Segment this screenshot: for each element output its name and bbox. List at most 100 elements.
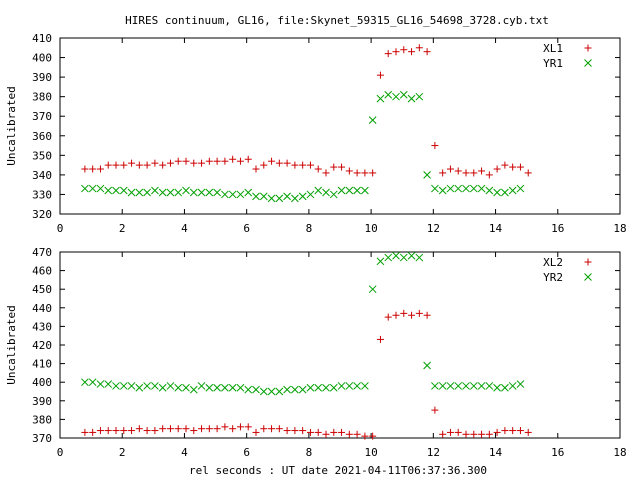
data-point-yr1 bbox=[322, 188, 330, 197]
data-point-xl1 bbox=[306, 161, 314, 169]
bottom-plot-frame bbox=[59, 251, 621, 439]
data-point-xl1 bbox=[166, 159, 174, 167]
data-point-yr1 bbox=[337, 186, 346, 195]
data-point-yr2 bbox=[119, 382, 128, 390]
data-point-yr2 bbox=[415, 253, 424, 262]
x-tick-label: 18 bbox=[613, 446, 626, 459]
x-axis-label: rel seconds : UT date 2021-04-11T06:37:3… bbox=[189, 464, 487, 477]
data-point-yr2 bbox=[446, 382, 455, 390]
legend-marker-xl2 bbox=[584, 258, 592, 266]
data-point-yr1 bbox=[244, 188, 253, 197]
data-point-xl1 bbox=[229, 155, 237, 163]
data-point-xl1 bbox=[198, 159, 206, 167]
data-point-yr2 bbox=[221, 383, 229, 392]
data-point-yr1 bbox=[477, 184, 486, 193]
data-point-xl1 bbox=[400, 46, 408, 54]
y-tick-label: 380 bbox=[32, 91, 52, 104]
y-tick-label: 370 bbox=[32, 432, 52, 445]
data-point-xl1 bbox=[423, 48, 431, 56]
data-point-yr2 bbox=[314, 383, 323, 392]
data-point-yr2 bbox=[322, 383, 330, 392]
data-point-xl1 bbox=[120, 161, 128, 169]
data-point-yr2 bbox=[88, 378, 97, 387]
data-point-yr2 bbox=[205, 383, 214, 392]
data-point-xl1 bbox=[322, 169, 330, 177]
data-point-xl1 bbox=[174, 157, 182, 165]
data-point-xl2 bbox=[345, 430, 353, 438]
data-point-yr1 bbox=[446, 184, 455, 193]
data-point-xl1 bbox=[299, 161, 307, 169]
data-point-yr2 bbox=[104, 380, 113, 388]
data-point-yr1 bbox=[143, 188, 151, 197]
data-point-xl2 bbox=[400, 309, 408, 317]
data-point-yr1 bbox=[516, 184, 525, 193]
data-point-yr1 bbox=[384, 90, 393, 99]
top-panel: Uncalibrated XL1 YR1 320 330 340 350 360 370 3… bbox=[5, 32, 627, 235]
data-point-yr2 bbox=[236, 383, 245, 392]
data-point-yr1 bbox=[508, 186, 517, 195]
data-point-yr2 bbox=[493, 383, 501, 392]
data-point-yr2 bbox=[501, 383, 509, 392]
data-point-xl1 bbox=[376, 71, 384, 79]
data-point-xl2 bbox=[493, 428, 501, 436]
data-point-xl1 bbox=[205, 157, 213, 165]
data-point-xl2 bbox=[96, 427, 104, 435]
data-point-xl2 bbox=[470, 430, 478, 438]
x-tick-label: 0 bbox=[57, 446, 64, 459]
data-point-yr1 bbox=[81, 184, 89, 193]
data-point-xl2 bbox=[291, 427, 299, 435]
data-point-xl2 bbox=[182, 425, 190, 433]
data-point-yr1 bbox=[228, 190, 237, 199]
y-tick-label: 430 bbox=[32, 320, 52, 333]
data-point-yr2 bbox=[158, 383, 167, 392]
data-point-yr1 bbox=[112, 186, 120, 195]
data-point-yr1 bbox=[415, 92, 424, 101]
data-point-xl1 bbox=[369, 169, 377, 177]
data-point-yr2 bbox=[291, 385, 299, 394]
data-point-xl2 bbox=[299, 427, 307, 435]
data-point-xl1 bbox=[213, 157, 221, 165]
data-point-yr1 bbox=[197, 188, 206, 197]
data-point-yr1 bbox=[361, 186, 369, 195]
data-point-yr2 bbox=[345, 382, 354, 390]
data-point-xl2 bbox=[423, 311, 431, 319]
data-point-xl2 bbox=[322, 430, 330, 438]
data-point-yr1 bbox=[291, 194, 299, 203]
data-point-xl2 bbox=[81, 428, 89, 436]
data-point-xl1 bbox=[493, 165, 501, 173]
y-tick-label: 340 bbox=[32, 169, 52, 182]
data-point-yr2 bbox=[376, 257, 385, 266]
data-point-xl2 bbox=[159, 425, 167, 433]
legend-label-xl1: XL1 bbox=[543, 42, 563, 55]
data-point-yr2 bbox=[469, 382, 478, 390]
data-point-xl1 bbox=[408, 48, 416, 56]
data-point-xl1 bbox=[431, 142, 439, 150]
data-point-yr1 bbox=[236, 190, 245, 199]
data-point-yr2 bbox=[399, 253, 408, 262]
data-point-xl2 bbox=[135, 425, 143, 433]
data-point-yr1 bbox=[485, 186, 494, 195]
data-point-xl1 bbox=[361, 169, 369, 177]
data-point-xl2 bbox=[501, 427, 509, 435]
data-point-yr2 bbox=[259, 387, 268, 396]
data-point-yr1 bbox=[407, 94, 416, 103]
data-point-yr1 bbox=[259, 192, 268, 201]
y-tick-label: 360 bbox=[32, 130, 52, 143]
top-plot-frame bbox=[59, 37, 621, 215]
data-point-xl2 bbox=[431, 406, 439, 414]
data-point-yr1 bbox=[151, 186, 159, 195]
x-tick-label: 8 bbox=[306, 446, 313, 459]
x-tick-label: 0 bbox=[57, 222, 64, 235]
x-tick-label: 12 bbox=[427, 222, 440, 235]
data-point-xl1 bbox=[252, 165, 260, 173]
data-point-yr2 bbox=[252, 385, 260, 394]
data-point-yr2 bbox=[516, 380, 525, 388]
data-point-yr2 bbox=[353, 382, 361, 390]
data-point-xl2 bbox=[112, 427, 120, 435]
data-point-xl1 bbox=[81, 165, 89, 173]
data-point-xl2 bbox=[260, 425, 268, 433]
data-point-yr1 bbox=[267, 194, 276, 203]
data-point-xl2 bbox=[516, 427, 524, 435]
data-point-xl1 bbox=[96, 165, 104, 173]
data-point-xl1 bbox=[104, 161, 112, 169]
